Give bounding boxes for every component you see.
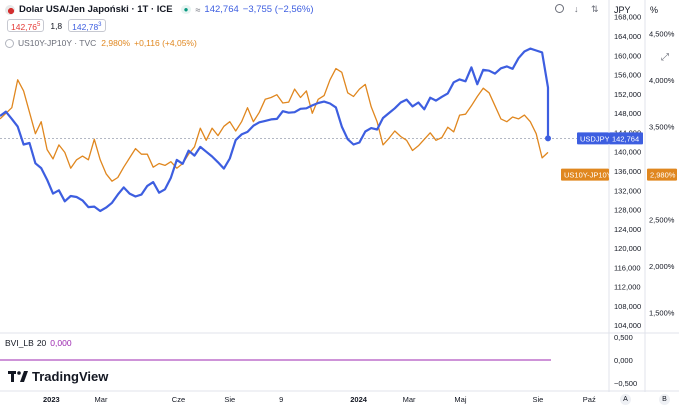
symbol-title[interactable]: Dolar USA/Jen Japoński · 1T · ICE: [19, 4, 173, 15]
price-tick-label: 128,000: [614, 206, 641, 215]
percent-tick-label: 1,500%: [649, 308, 675, 317]
symbol-legend[interactable]: Dolar USA/Jen Japoński · 1T · ICE ● ≈ 14…: [5, 4, 314, 15]
usdjpy-price-tag-bg: [609, 132, 643, 145]
scale-mode-icon[interactable]: ⇅: [591, 4, 599, 14]
flag-icon: [5, 4, 15, 15]
price-tick-label: 116,000: [614, 263, 641, 272]
indicator-tick-label: 0,000: [614, 356, 633, 365]
series-line-us10y-jp10y: [0, 67, 549, 182]
second-last-value: 2,980%: [101, 38, 131, 48]
indicator-legend[interactable]: BVI_LB 20 0,000: [5, 338, 72, 348]
price-tick-label: 160,000: [614, 51, 641, 60]
scroll-down-icon[interactable]: ↓: [574, 4, 579, 14]
b-scale-label: B: [662, 396, 667, 403]
spread-value-tag: 2,980%: [650, 171, 676, 180]
bid-button[interactable]: 142,765: [7, 19, 45, 32]
percent-tick-label: 2,000%: [649, 262, 675, 271]
currency-label[interactable]: JPY: [614, 5, 631, 15]
alert-clock-icon[interactable]: [555, 4, 564, 15]
time-tick-label: 9: [279, 395, 283, 404]
price-tick-label: 132,000: [614, 186, 641, 195]
series-line-usdjpy: [0, 47, 550, 213]
price-tick-label: 140,000: [614, 148, 641, 157]
price-tick-label: 168,000: [614, 13, 641, 22]
spread-series-tag: US10Y-JP10Y: [564, 171, 612, 180]
price-tick-label: 152,000: [614, 90, 641, 99]
tradingview-logo[interactable]: TradingView: [8, 369, 108, 384]
change-value: −3,755 (−2,56%): [242, 4, 314, 15]
second-symbol-title[interactable]: US10Y-JP10Y · TVC: [18, 38, 97, 48]
symbol-logo-icon: [5, 38, 14, 48]
price-tick-label: 156,000: [614, 71, 641, 80]
percent-tick-label: 4,500%: [649, 29, 675, 38]
indicator-value: 0,000: [50, 338, 72, 348]
last-value-labels: USDJPY 142,764 US10Y-JP10Y 2,980%: [561, 132, 677, 181]
indicator-tick-label: 0,500: [614, 333, 633, 342]
last-value: 142,764: [204, 4, 239, 15]
percent-tick-label: 2,500%: [649, 215, 675, 224]
indicator-name[interactable]: BVI_LB: [5, 338, 34, 348]
price-tick-label: 112,000: [614, 283, 641, 292]
indicator-param: 20: [36, 338, 47, 348]
second-symbol-legend[interactable]: US10Y-JP10Y · TVC 2,980% +0,116 (+4,05%): [5, 38, 197, 48]
usdjpy-series-tag: USDJPY: [580, 134, 610, 143]
ask-button[interactable]: 142,783: [68, 19, 106, 32]
price-tick-label: 164,000: [614, 32, 641, 41]
price-tick-label: 108,000: [614, 302, 641, 311]
indicator-axis: 0,500 0,000 −0,500: [614, 333, 637, 388]
time-tick-label: 2024: [350, 395, 368, 404]
order-panel[interactable]: 142,765 1,8 142,783: [7, 19, 112, 32]
time-axis[interactable]: 2023 Mar Cze Sie 9 2024 Mar Maj Sie Paź: [43, 395, 596, 404]
time-tick-label: Sie: [532, 395, 543, 404]
price-tick-label: 124,000: [614, 225, 641, 234]
auto-scale-button[interactable]: A: [620, 394, 631, 405]
time-tick-label: Mar: [95, 395, 108, 404]
spread-value-tag-bg: [647, 168, 677, 181]
bid-suffix: 5: [37, 22, 41, 28]
brand-name: TradingView: [32, 369, 109, 384]
last-point-marker: [545, 135, 551, 142]
percent-tick-label: 4,000%: [649, 76, 675, 85]
price-tick-label: 104,000: [614, 321, 641, 330]
second-change: +0,116 (+4,05%): [134, 38, 197, 48]
spread-series-tag-bg: [561, 168, 609, 181]
time-tick-label: Cze: [172, 395, 185, 404]
time-tick-label: Paź: [583, 395, 596, 404]
b-scale-button[interactable]: B: [659, 394, 670, 405]
price-tick-label: 148,000: [614, 109, 641, 118]
usdjpy-price-tag: 142,764: [612, 134, 639, 143]
time-tick-label: Sie: [224, 395, 235, 404]
percent-tick-label: 3,500%: [649, 122, 675, 131]
spread-value: 1,8: [50, 20, 63, 31]
compare-icon[interactable]: ≈: [195, 4, 201, 15]
time-tick-label: Mar: [403, 395, 416, 404]
link-icon[interactable]: ●: [180, 5, 192, 14]
tradingview-logo-icon: [8, 371, 28, 382]
bid-value: 142,76: [11, 21, 37, 32]
price-axis[interactable]: 168,000 164,000 160,000 156,000 152,000 148,0…: [614, 13, 641, 330]
price-tick-label: 120,000: [614, 244, 641, 253]
time-tick-label: 2023: [43, 395, 60, 404]
usdjpy-series-tag-bg: [577, 132, 609, 145]
percent-scale-label[interactable]: %: [650, 5, 659, 15]
auto-scale-label: A: [623, 396, 628, 403]
time-tick-label: Maj: [454, 395, 466, 404]
ask-value: 142,78: [72, 21, 99, 32]
indicator-tick-label: −0,500: [614, 379, 637, 388]
ask-suffix: 3: [98, 22, 102, 28]
price-tick-label: 136,000: [614, 167, 641, 176]
expand-icon[interactable]: ⤢: [661, 52, 669, 63]
